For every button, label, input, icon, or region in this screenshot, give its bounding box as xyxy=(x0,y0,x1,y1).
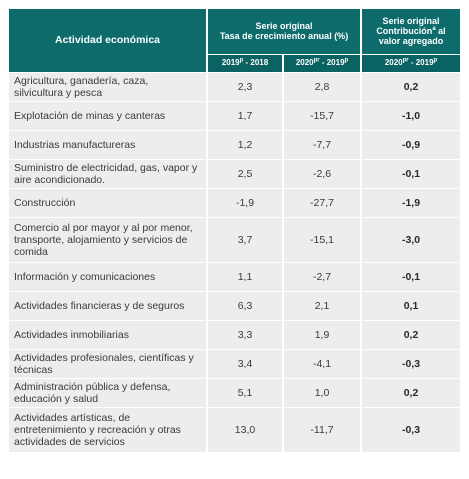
col2-year-sup: pr xyxy=(313,57,320,64)
activity-cell: Construcción xyxy=(9,187,208,217)
header-row: Actividad económica Serie original Tasa … xyxy=(9,9,460,72)
contribution-column-header: Serie original Contribucióna al valor ag… xyxy=(361,9,460,55)
growth-2020-cell: -15,7 xyxy=(283,100,362,130)
period-2020-2019-header: 2020pr - 2019p xyxy=(283,54,362,72)
table-row: Industrias manufactureras 1,2 -7,7 -0,9 xyxy=(9,129,460,159)
growth-2020-cell: -27,7 xyxy=(283,187,362,217)
table-row: Actividades profesionales, científicas y… xyxy=(9,348,460,378)
subheader-row: 2019p - 2018 2020pr - 2019p 2020pr - 201… xyxy=(9,54,460,72)
growth-2019-cell: 1,2 xyxy=(207,129,284,159)
growth-2019-cell: 1,7 xyxy=(207,100,284,130)
contribution-cell: -0,3 xyxy=(361,406,460,452)
contribution-cell: 0,2 xyxy=(361,377,460,407)
contribution-cell: -0,1 xyxy=(361,261,460,291)
contrib-header-sup: a xyxy=(432,26,436,33)
growth-2019-cell: 13,0 xyxy=(207,406,284,452)
table-row: Comercio al por mayor y al por menor, tr… xyxy=(9,216,460,262)
growth-2019-cell: 3,3 xyxy=(207,319,284,349)
contribution-cell: -0,9 xyxy=(361,129,460,159)
growth-2019-cell: 3,7 xyxy=(207,216,284,262)
activity-cell: Suministro de electricidad, gas, vapor y… xyxy=(9,158,208,188)
table-row: Suministro de electricidad, gas, vapor y… xyxy=(9,158,460,188)
table-row: Construcción -1,9 -27,7 -1,9 xyxy=(9,187,460,217)
contribution-cell: 0,2 xyxy=(361,71,460,101)
growth-2020-cell: -4,1 xyxy=(283,348,362,378)
activity-cell: Agricultura, ganadería, caza, silvicultu… xyxy=(9,71,208,101)
col1-year-sup: p xyxy=(239,57,244,64)
col1-base: - 2018 xyxy=(243,58,269,67)
table-row: Información y comunicaciones 1,1 -2,7 -0… xyxy=(9,261,460,291)
activity-cell: Actividades artísticas, de entretenimien… xyxy=(9,406,208,452)
activity-cell: Actividades financieras y de seguros xyxy=(9,290,208,320)
contrib-header-line1: Serie original xyxy=(382,16,440,27)
contribution-cell: -1,9 xyxy=(361,187,460,217)
contribution-cell: -1,0 xyxy=(361,100,460,130)
growth-2020-cell: -11,7 xyxy=(283,406,362,452)
col3-base-sup: p xyxy=(433,57,438,64)
contrib-header-line2: Contribucióna al xyxy=(362,26,460,36)
growth-2020-cell: 1,0 xyxy=(283,377,362,407)
contribution-cell: -0,3 xyxy=(361,348,460,378)
table-row: Actividades inmobiliarias 3,3 1,9 0,2 xyxy=(9,319,460,349)
contrib-period-header: 2020pr - 2019p xyxy=(361,54,460,72)
growth-2020-cell: -2,7 xyxy=(283,261,362,291)
activity-cell: Industrias manufactureras xyxy=(9,129,208,159)
contribution-cell: 0,2 xyxy=(361,319,460,349)
col1-year: 2019 xyxy=(221,58,240,67)
growth-2020-cell: -15,1 xyxy=(283,216,362,262)
activity-cell: Actividades profesionales, científicas y… xyxy=(9,348,208,378)
growth-2020-cell: 1,9 xyxy=(283,319,362,349)
table-row: Actividades artísticas, de entretenimien… xyxy=(9,406,460,452)
growth-2019-cell: 2,5 xyxy=(207,158,284,188)
contrib-header-line2-tail: al xyxy=(435,26,446,37)
series-header-line1: Serie original xyxy=(255,21,313,32)
gdp-activity-table: Actividad económica Serie original Tasa … xyxy=(9,9,460,452)
growth-2020-cell: 2,1 xyxy=(283,290,362,320)
contribution-cell: -3,0 xyxy=(361,216,460,262)
col3-year: 2020 xyxy=(384,58,403,67)
growth-2019-cell: 3,4 xyxy=(207,348,284,378)
col2-base-sup: p xyxy=(344,57,349,64)
table-row: Explotación de minas y canteras 1,7 -15,… xyxy=(9,100,460,130)
contrib-header-line2-text: Contribución xyxy=(376,26,433,37)
activity-header-label: Actividad económica xyxy=(54,34,161,47)
period-2019-2018-header: 2019p - 2018 xyxy=(207,54,284,72)
col2-year: 2020 xyxy=(295,58,314,67)
growth-2019-cell: 6,3 xyxy=(207,290,284,320)
table-row: Agricultura, ganadería, caza, silvicultu… xyxy=(9,71,460,101)
col3-year-sup: pr xyxy=(402,57,409,64)
col2-base: - 2019 xyxy=(319,58,345,67)
contrib-header-line3: valor agregado xyxy=(378,36,444,47)
growth-2019-cell: 5,1 xyxy=(207,377,284,407)
activity-cell: Administración pública y defensa, educac… xyxy=(9,377,208,407)
growth-2020-cell: -7,7 xyxy=(283,129,362,159)
contribution-cell: 0,1 xyxy=(361,290,460,320)
col3-base: - 2019 xyxy=(408,58,434,67)
growth-rate-column-header: Serie original Tasa de crecimiento anual… xyxy=(207,9,362,55)
activity-column-header: Actividad económica xyxy=(9,9,208,72)
contribution-cell: -0,1 xyxy=(361,158,460,188)
growth-2020-cell: -2,6 xyxy=(283,158,362,188)
growth-2020-cell: 2,8 xyxy=(283,71,362,101)
table-row: Administración pública y defensa, educac… xyxy=(9,377,460,407)
gdp-activity-table-container: Actividad económica Serie original Tasa … xyxy=(9,9,460,452)
growth-2019-cell: 1,1 xyxy=(207,261,284,291)
activity-cell: Explotación de minas y canteras xyxy=(9,100,208,130)
growth-2019-cell: -1,9 xyxy=(207,187,284,217)
growth-2019-cell: 2,3 xyxy=(207,71,284,101)
activity-cell: Actividades inmobiliarias xyxy=(9,319,208,349)
series-header-line2: Tasa de crecimiento anual (%) xyxy=(219,31,349,42)
table-row: Actividades financieras y de seguros 6,3… xyxy=(9,290,460,320)
activity-cell: Información y comunicaciones xyxy=(9,261,208,291)
activity-cell: Comercio al por mayor y al por menor, tr… xyxy=(9,216,208,262)
